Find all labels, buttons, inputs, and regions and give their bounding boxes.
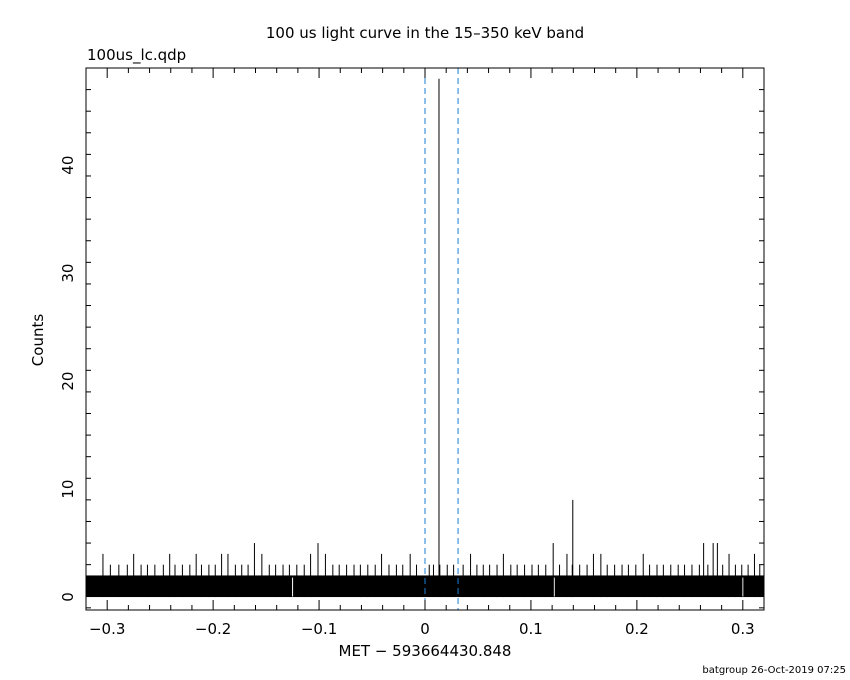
- x-tick-label: 0.2: [625, 620, 649, 638]
- file-label: 100us_lc.qdp: [87, 46, 186, 65]
- y-tick-label: 20: [59, 372, 77, 391]
- x-tick-label: 0: [420, 620, 430, 638]
- x-axis-label: MET − 593664430.848: [339, 642, 512, 660]
- x-tick-label: −0.3: [89, 620, 125, 638]
- x-tick-label: −0.2: [195, 620, 231, 638]
- x-axis-ticks: −0.3 −0.2 −0.1 0 0.1 0.2 0.3: [85, 68, 765, 638]
- y-tick-label: 10: [59, 480, 77, 499]
- y-tick-label: 40: [59, 156, 77, 175]
- y-tick-label: 30: [59, 264, 77, 283]
- x-tick-label: 0.1: [519, 620, 543, 638]
- footer-stamp: batgroup 26-Oct-2019 07:25: [702, 665, 846, 676]
- x-tick-label: 0.3: [731, 620, 755, 638]
- chart-title: 100 us light curve in the 15–350 keV ban…: [266, 24, 584, 42]
- y-axis-label: Counts: [29, 314, 47, 367]
- baseline-noise-band: [86, 575, 764, 598]
- plot-area: [86, 68, 764, 610]
- y-axis-ticks: 0 10 20 30 40: [59, 89, 764, 609]
- plot-frame: [85, 67, 765, 611]
- x-tick-label: −0.1: [301, 620, 337, 638]
- y-tick-label: 0: [59, 592, 77, 602]
